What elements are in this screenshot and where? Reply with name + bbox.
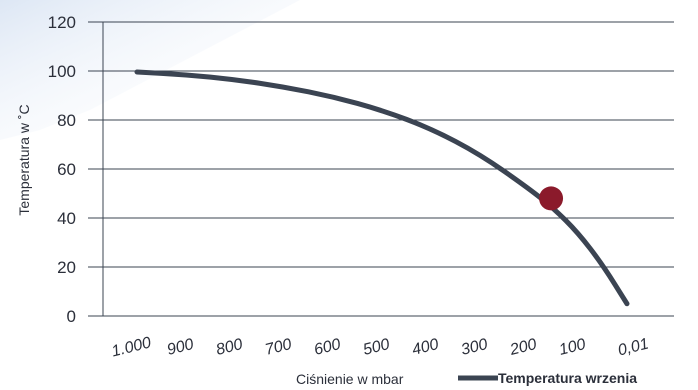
x-tick-label: 100 (557, 336, 587, 359)
x-axis-title: Ciśnienie w mbar (296, 371, 404, 387)
y-tick-labels: 0 20 40 60 80 100 120 (48, 13, 76, 326)
y-tick-label: 40 (57, 209, 76, 228)
y-tick-label: 0 (67, 307, 76, 326)
grid-lines (88, 21, 674, 317)
x-tick-label: 300 (459, 336, 489, 359)
x-tick-label: 0,01 (616, 335, 650, 359)
x-tick-label: 200 (507, 336, 538, 359)
series-group (134, 69, 630, 307)
y-tick-label: 60 (57, 160, 76, 179)
y-tick-label: 100 (48, 62, 76, 81)
background-decoration (0, 0, 300, 140)
series-line (134, 69, 630, 307)
x-tick-label: 800 (214, 336, 244, 359)
y-tick-label: 80 (57, 111, 76, 130)
x-tick-label: 1.000 (110, 334, 153, 360)
legend: Temperatura wrzenia (458, 370, 637, 386)
y-axis-title: Temperatura w ˚C (16, 104, 32, 215)
y-tick-label: 120 (48, 13, 76, 32)
x-tick-label: 400 (410, 336, 440, 359)
x-tick-label: 600 (312, 336, 342, 359)
x-tick-label: 900 (165, 336, 195, 359)
highlight-point (539, 186, 564, 211)
x-tick-label: 700 (263, 336, 293, 359)
y-tick-label: 20 (57, 258, 76, 277)
x-tick-labels: 1.000 900 800 700 600 500 400 300 200 100 0,01 (110, 334, 651, 360)
x-tick-label: 500 (361, 336, 391, 359)
legend-label: Temperatura wrzenia (498, 370, 637, 386)
